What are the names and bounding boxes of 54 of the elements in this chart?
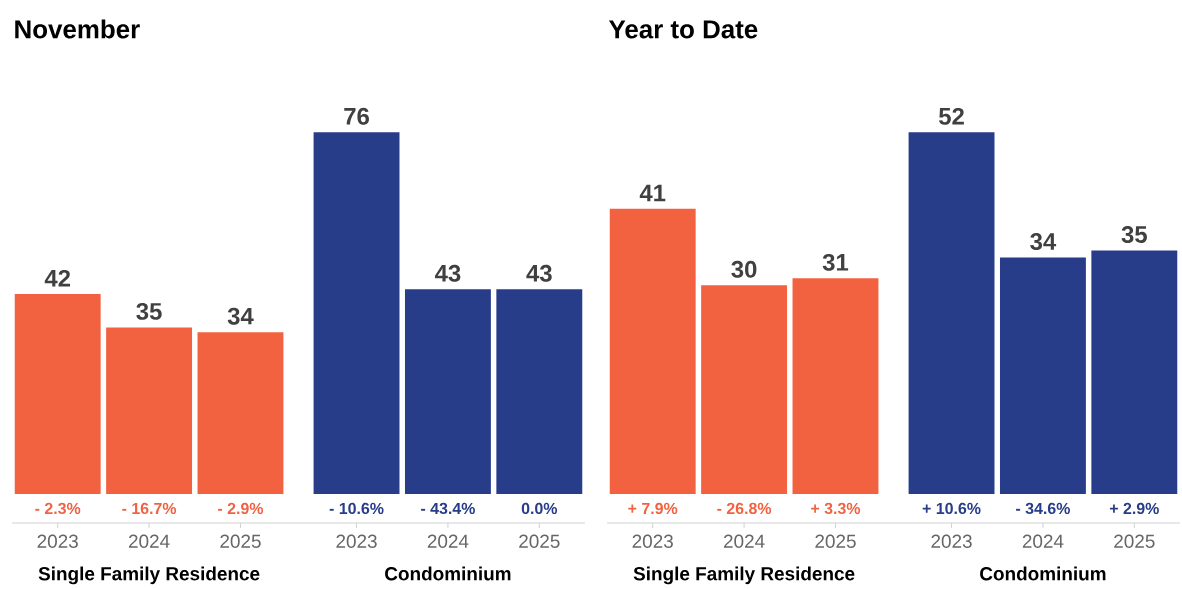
bar	[999, 257, 1086, 494]
x-tick-label: 2024	[427, 534, 469, 548]
data-label: 30	[731, 260, 757, 278]
x-tick-label: 2023	[336, 534, 377, 548]
x-tick-label: 2025	[519, 534, 560, 548]
data-label: 34	[1030, 233, 1057, 250]
data-label: 34	[227, 307, 254, 325]
x-tick-label: 2024	[128, 534, 170, 548]
bar	[792, 278, 879, 494]
text: Condominium	[385, 566, 511, 581]
text: + 2.9%	[1109, 502, 1159, 515]
text: + 7.9%	[628, 502, 678, 515]
x-tick-label: 2023	[931, 534, 972, 548]
text: - 34.6%	[1016, 502, 1070, 515]
text: - 2.3%	[35, 502, 81, 515]
bar	[313, 132, 400, 494]
data-label: 42	[44, 269, 71, 287]
x-tick-label: 2025	[815, 534, 856, 548]
text: + 10.6%	[922, 502, 981, 515]
bar	[404, 289, 491, 494]
text: - 2.9%	[218, 502, 264, 515]
text: Single Family Residence	[633, 566, 855, 585]
text: + 3.3%	[811, 502, 861, 515]
text: Single Family Residence	[38, 566, 260, 585]
x-tick-label: 2023	[632, 534, 673, 548]
bar	[1091, 250, 1178, 494]
data-label: 35	[1121, 226, 1147, 244]
data-label: 41	[639, 184, 666, 202]
data-label: 35	[136, 302, 162, 320]
bar	[609, 208, 696, 494]
bar	[106, 327, 193, 494]
x-tick-label: 2024	[1022, 534, 1064, 548]
text: - 26.8%	[717, 502, 772, 515]
data-label: 43	[434, 264, 461, 282]
bar	[14, 294, 101, 494]
bar	[908, 132, 995, 494]
x-tick-label: 2025	[220, 534, 261, 548]
bar	[701, 285, 788, 494]
text: - 10.6%	[329, 502, 384, 515]
text: - 43.4%	[421, 502, 475, 515]
data-label: 52	[938, 107, 964, 125]
data-label: 43	[526, 264, 552, 282]
x-tick-label: 2024	[723, 534, 765, 548]
x-tick-label: 2023	[37, 534, 78, 548]
text: - 16.7%	[122, 502, 177, 515]
chart-title: Year to Date	[608, 20, 758, 39]
text: 0.0%	[521, 502, 558, 515]
bar	[496, 289, 583, 494]
data-label: 76	[344, 107, 369, 125]
data-label: 31	[822, 253, 849, 271]
chart-title: November	[15, 19, 140, 39]
x-tick-label: 2025	[1114, 534, 1155, 548]
text: Condominium	[980, 566, 1106, 581]
bar	[197, 332, 284, 494]
